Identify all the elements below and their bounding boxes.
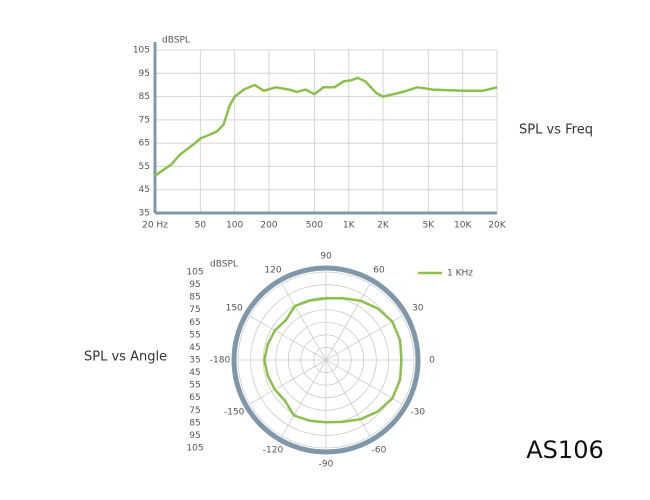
y-tick-label: 85 [139,92,150,102]
theta-tick-label: 60 [373,265,385,275]
r-tick-label: 65 [189,318,200,328]
theta-tick-label: 120 [264,265,281,275]
x-tick-label: 1K [343,221,356,231]
grid-spoke [249,315,327,361]
r-tick-label: 95 [189,280,200,290]
grid-spoke [325,283,371,361]
grid-spoke [281,359,327,437]
outer-ring [231,265,421,455]
response-line [154,76,498,177]
theta-tick-label: -120 [263,446,284,456]
r-tick-label: 55 [189,381,200,391]
grid-spoke [325,359,371,437]
r-tick-label: 45 [189,368,200,378]
theta-tick-label: -30 [410,408,425,418]
x-tick-label: 500 [306,221,323,231]
grid-spoke [325,359,403,405]
x-tick-label: 20K [488,221,506,231]
theta-tick-label: -180 [210,356,231,366]
r-tick-label: 85 [189,418,200,428]
y-tick-label: 95 [139,69,150,79]
r-axis-label: dBSPL [210,260,238,270]
y-tick-label: 35 [139,209,150,219]
polar-line [263,296,403,424]
x-tick-label: 50 [195,221,207,231]
x-tick-label: 200 [260,221,277,231]
grid-spoke [249,359,327,405]
y-tick-label: 75 [139,115,150,125]
chart-title: SPL vs Freq [519,123,593,138]
theta-tick-label: 150 [226,304,243,314]
r-tick-label: 55 [189,330,200,340]
r-tick-label: 45 [189,343,200,353]
r-tick-label: 95 [189,431,200,441]
grid-spoke [281,283,327,361]
r-tick-label: 85 [189,293,200,303]
theta-tick-label: -150 [224,408,245,418]
legend-label: 1 KHz [447,269,473,279]
theta-tick-label: -90 [319,460,334,470]
x-tick-label: 20 Hz [142,221,168,231]
theta-tick-label: 90 [320,252,332,262]
chart-title: SPL vs Angle [84,350,167,365]
y-tick-label: 65 [139,139,150,149]
grid-spoke [325,315,403,361]
x-tick-label: 100 [226,221,243,231]
y-axis-label: dBSPL [162,36,190,46]
r-tick-label: 35 [189,356,200,366]
r-tick-label: 65 [189,393,200,403]
x-tick-label: 5K [423,221,436,231]
theta-tick-label: 0 [429,356,435,366]
y-tick-label: 105 [133,46,150,56]
x-tick-label: 10K [454,221,472,231]
x-tick-label: 2K [377,221,390,231]
y-tick-label: 55 [139,162,150,172]
y-tick-label: 45 [139,185,150,195]
theta-tick-label: 30 [412,304,424,314]
brand: AS106 [526,436,603,464]
r-tick-label: 105 [186,444,203,454]
theta-tick-label: -60 [372,446,387,456]
r-tick-label: 75 [189,406,200,416]
r-tick-label: 105 [186,268,203,278]
r-tick-label: 75 [189,305,200,315]
